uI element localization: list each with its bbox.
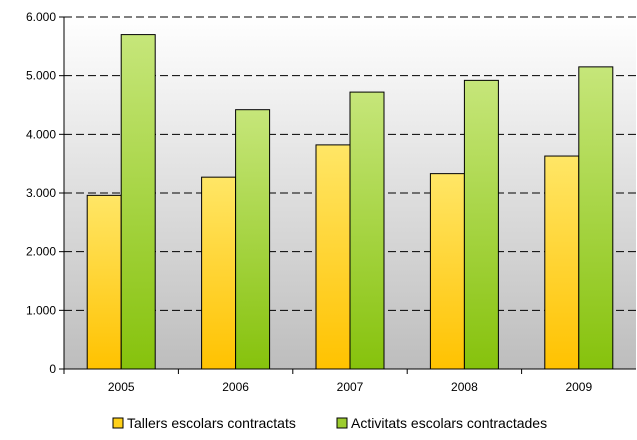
y-tick-label: 1.000 (26, 303, 56, 317)
y-tick-label: 3.000 (26, 186, 56, 200)
bar-activitats-2007 (349, 91, 385, 370)
legend-swatch (336, 417, 348, 429)
legend-label: Activitats escolars contractades (351, 415, 547, 431)
x-tick-label: 2008 (451, 380, 478, 394)
x-tick-label: 2006 (222, 380, 249, 394)
bar-activitats-2006 (235, 109, 271, 370)
legend-label: Tallers escolars contractats (127, 415, 296, 431)
y-tick-label: 4.000 (26, 127, 56, 141)
legend-swatch (112, 417, 124, 429)
bar-tallers-2006 (201, 176, 237, 370)
x-tick-label: 2009 (565, 380, 592, 394)
y-tick-label: 5.000 (26, 69, 56, 83)
y-tick-label: 0 (49, 362, 56, 376)
bar-tallers-2009 (544, 155, 580, 370)
bar-tallers-2007 (315, 144, 351, 370)
y-tick-label: 6.000 (26, 10, 56, 24)
bar-activitats-2005 (120, 34, 156, 370)
bar-activitats-2008 (463, 79, 499, 370)
bar-tallers-2008 (429, 173, 465, 370)
x-tick-label: 2005 (108, 380, 135, 394)
x-tick-label: 2007 (337, 380, 364, 394)
bar-tallers-2005 (86, 194, 122, 370)
bar-activitats-2009 (578, 66, 614, 370)
y-tick-label: 2.000 (26, 245, 56, 259)
